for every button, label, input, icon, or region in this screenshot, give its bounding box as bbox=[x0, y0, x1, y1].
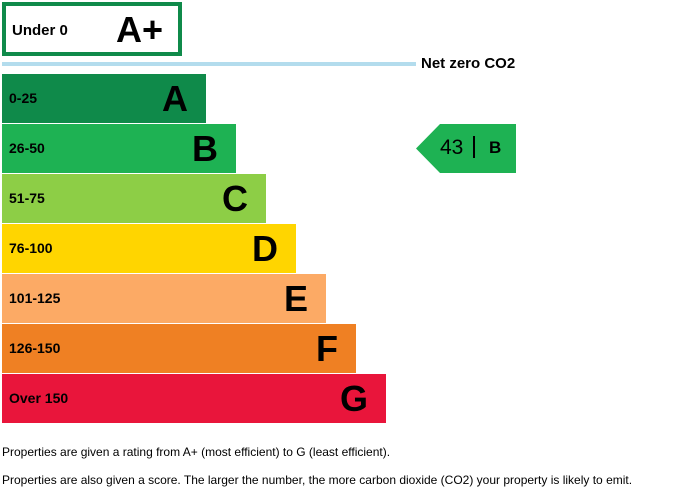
band-letter: G bbox=[339, 378, 368, 419]
band-f: 126-150 F bbox=[2, 324, 356, 373]
marker-arrow-shape bbox=[416, 124, 516, 173]
band-c: 51-75 C bbox=[2, 174, 266, 223]
band-letter: B bbox=[192, 128, 218, 169]
current-score-value: 43 bbox=[440, 136, 464, 159]
band-letter: D bbox=[252, 228, 278, 269]
band-letter: A bbox=[162, 78, 188, 119]
band-range-label: 0-25 bbox=[9, 90, 38, 106]
net-zero-label: Net zero CO2 bbox=[421, 55, 516, 72]
band-e: 101-125 E bbox=[2, 274, 326, 323]
band-g: Over 150 G bbox=[2, 374, 386, 423]
band-range-label: 126-150 bbox=[9, 340, 61, 356]
band-b: 26-50 B bbox=[2, 124, 236, 173]
band-range-label: 51-75 bbox=[9, 190, 45, 206]
band-letter: F bbox=[316, 328, 338, 369]
band-range-label: 26-50 bbox=[9, 140, 45, 156]
band-aplus: Under 0 A+ bbox=[2, 2, 182, 56]
band-d: 76-100 D bbox=[2, 224, 296, 273]
band-letter: C bbox=[222, 178, 248, 219]
note-score-meaning: Properties are also given a score. The l… bbox=[2, 473, 633, 487]
band-range-label: Over 150 bbox=[9, 390, 69, 406]
net-zero-line bbox=[2, 62, 416, 66]
band-a: 0-25 A bbox=[2, 74, 206, 123]
note-rating-range: Properties are given a rating from A+ (m… bbox=[2, 445, 391, 459]
band-letter: E bbox=[283, 278, 308, 319]
band-range-label: 101-125 bbox=[9, 290, 61, 306]
current-score-letter: B bbox=[489, 138, 502, 157]
band-range-label: 76-100 bbox=[9, 240, 53, 256]
band-letter: A+ bbox=[116, 9, 164, 50]
marker-divider bbox=[473, 136, 475, 158]
current-score-marker: 43 B bbox=[416, 124, 516, 173]
band-range-label: Under 0 bbox=[12, 22, 68, 39]
